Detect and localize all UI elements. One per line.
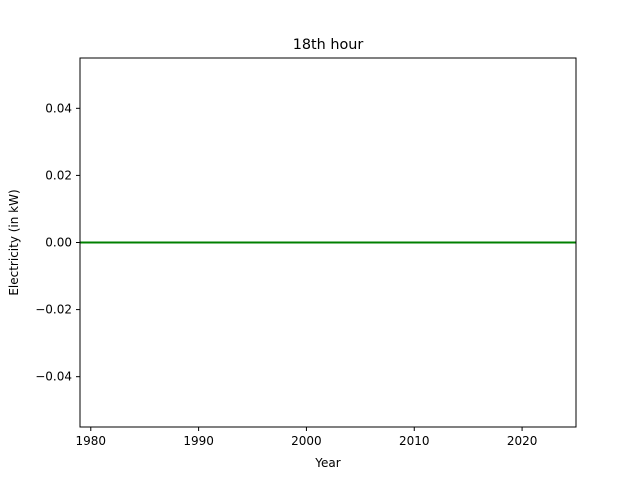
y-tick-label: −0.02 bbox=[35, 303, 72, 317]
x-tick-label: 2000 bbox=[291, 434, 322, 448]
y-tick-label: 0.02 bbox=[45, 168, 72, 182]
x-tick-label: 2010 bbox=[399, 434, 430, 448]
chart-title: 18th hour bbox=[293, 37, 364, 53]
x-axis-label: Year bbox=[314, 456, 340, 470]
y-tick-label: −0.04 bbox=[35, 370, 72, 384]
x-tick-label: 1990 bbox=[183, 434, 214, 448]
y-axis-ticks: −0.04 −0.02 0.00 0.02 0.04 bbox=[35, 101, 80, 384]
y-tick-label: 0.00 bbox=[45, 236, 72, 250]
y-tick-label: 0.04 bbox=[45, 101, 72, 115]
x-axis-ticks: 1980 1990 2000 2010 2020 bbox=[76, 427, 538, 448]
x-tick-label: 2020 bbox=[507, 434, 538, 448]
x-tick-label: 1980 bbox=[76, 434, 107, 448]
y-axis-label: Electricity (in kW) bbox=[7, 189, 21, 295]
